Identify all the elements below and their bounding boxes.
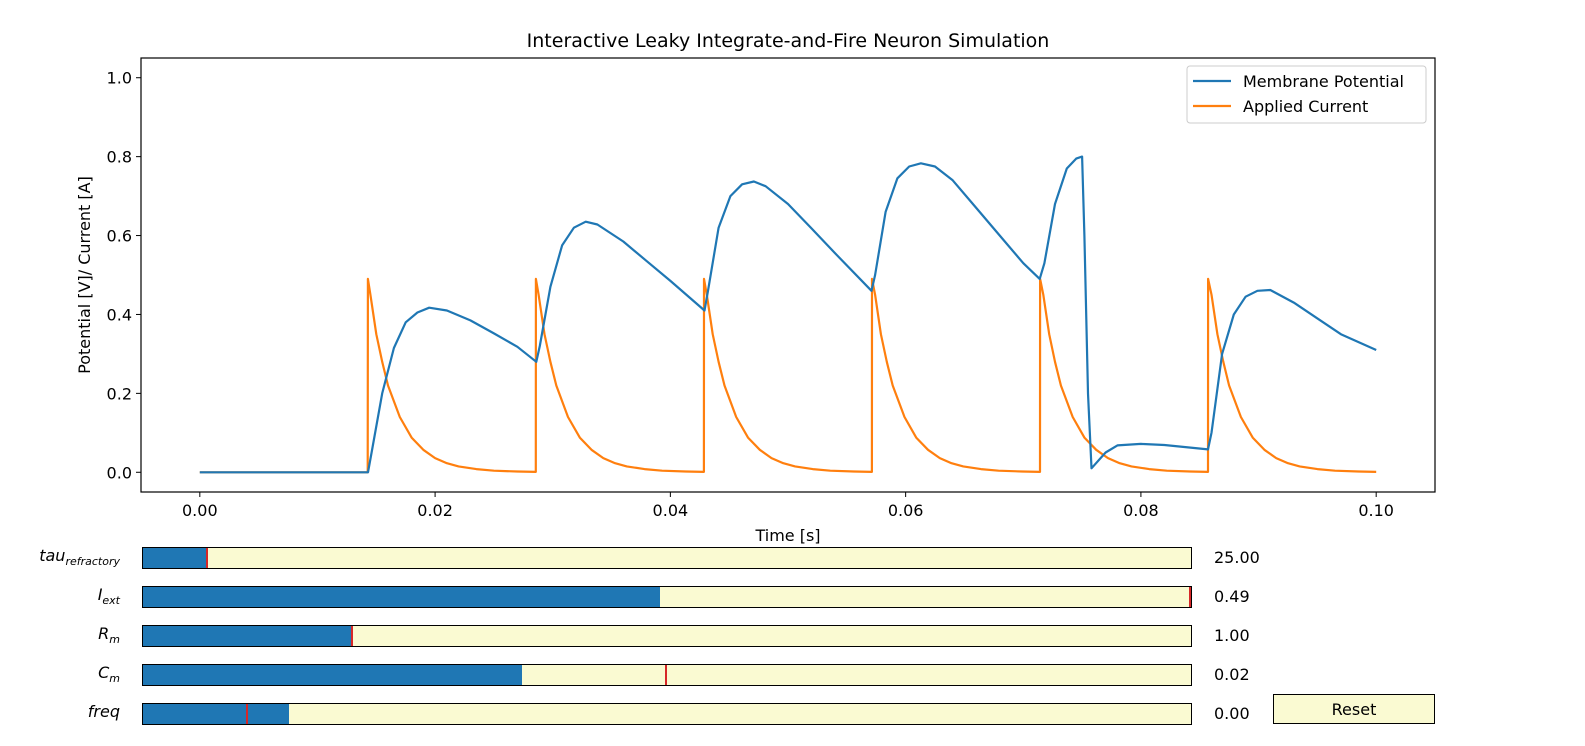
y-tick-label: 0.0 bbox=[107, 463, 132, 482]
slider-label-freq: freq bbox=[87, 702, 120, 721]
legend: Membrane Potential Applied Current bbox=[1186, 65, 1427, 124]
y-tick-label: 1.0 bbox=[107, 69, 132, 88]
legend-box bbox=[1186, 65, 1427, 124]
x-tick-label: 0.06 bbox=[888, 501, 924, 520]
slider-initial-marker-c-m bbox=[665, 665, 667, 685]
slider-label-r-m: Rm bbox=[98, 624, 120, 647]
slider-initial-marker-tau-refractory bbox=[205, 548, 208, 568]
axis-ticks: 0.00 0.02 0.04 0.06 0.08 0.10 0.0 0.2 0.4 0.6 0.8 1… bbox=[107, 69, 1394, 520]
slider-value-r-m: 1.00 bbox=[1214, 626, 1250, 645]
slider-value-tau-refractory: 25.00 bbox=[1214, 548, 1260, 567]
slider-track-tau-refractory[interactable] bbox=[142, 547, 1192, 569]
axes-frame bbox=[140, 57, 1436, 493]
slider-fill-c-m bbox=[143, 665, 523, 685]
x-tick-label: 0.10 bbox=[1358, 501, 1394, 520]
slider-track-i-ext[interactable] bbox=[142, 586, 1192, 608]
slider-label-c-m: Cm bbox=[98, 663, 120, 686]
slider-label-i-ext: Iext bbox=[97, 585, 120, 608]
x-tick-label: 0.00 bbox=[182, 501, 218, 520]
slider-track-c-m[interactable] bbox=[142, 664, 1192, 686]
slider-fill-r-m bbox=[143, 626, 353, 646]
x-axis-label: Time [s] bbox=[754, 526, 820, 545]
slider-initial-marker-i-ext bbox=[1189, 587, 1191, 607]
y-tick-label: 0.6 bbox=[107, 227, 132, 246]
slider-fill-freq bbox=[143, 704, 289, 724]
plot-area bbox=[199, 155, 1377, 474]
slider-value-c-m: 0.02 bbox=[1214, 665, 1250, 684]
slider-value-i-ext: 0.49 bbox=[1214, 587, 1250, 606]
x-tick-label: 0.08 bbox=[1123, 501, 1159, 520]
chart-title: Interactive Leaky Integrate-and-Fire Neu… bbox=[527, 30, 1050, 52]
reset-button[interactable]: Reset bbox=[1273, 694, 1435, 724]
legend-label-applied-current: Applied Current bbox=[1243, 97, 1368, 116]
slider-track-r-m[interactable] bbox=[142, 625, 1192, 647]
y-tick-label: 0.2 bbox=[107, 384, 132, 403]
slider-initial-marker-freq bbox=[245, 704, 248, 724]
applied-current-line bbox=[199, 277, 1377, 474]
slider-value-freq: 0.00 bbox=[1214, 704, 1250, 723]
y-tick-label: 0.8 bbox=[107, 148, 132, 167]
slider-fill-tau-refractory bbox=[143, 548, 208, 568]
slider-track-freq[interactable] bbox=[142, 703, 1192, 725]
y-axis-label: Potential [V]/ Current [A] bbox=[75, 176, 94, 374]
slider-label-tau-refractory: taurefractory bbox=[39, 546, 120, 569]
slider-fill-i-ext bbox=[143, 587, 660, 607]
x-tick-label: 0.02 bbox=[417, 501, 453, 520]
x-tick-label: 0.04 bbox=[653, 501, 689, 520]
membrane-potential-line bbox=[199, 155, 1377, 474]
y-tick-label: 0.4 bbox=[107, 305, 132, 324]
slider-initial-marker-r-m bbox=[350, 626, 353, 646]
legend-label-membrane-potential: Membrane Potential bbox=[1243, 72, 1404, 91]
